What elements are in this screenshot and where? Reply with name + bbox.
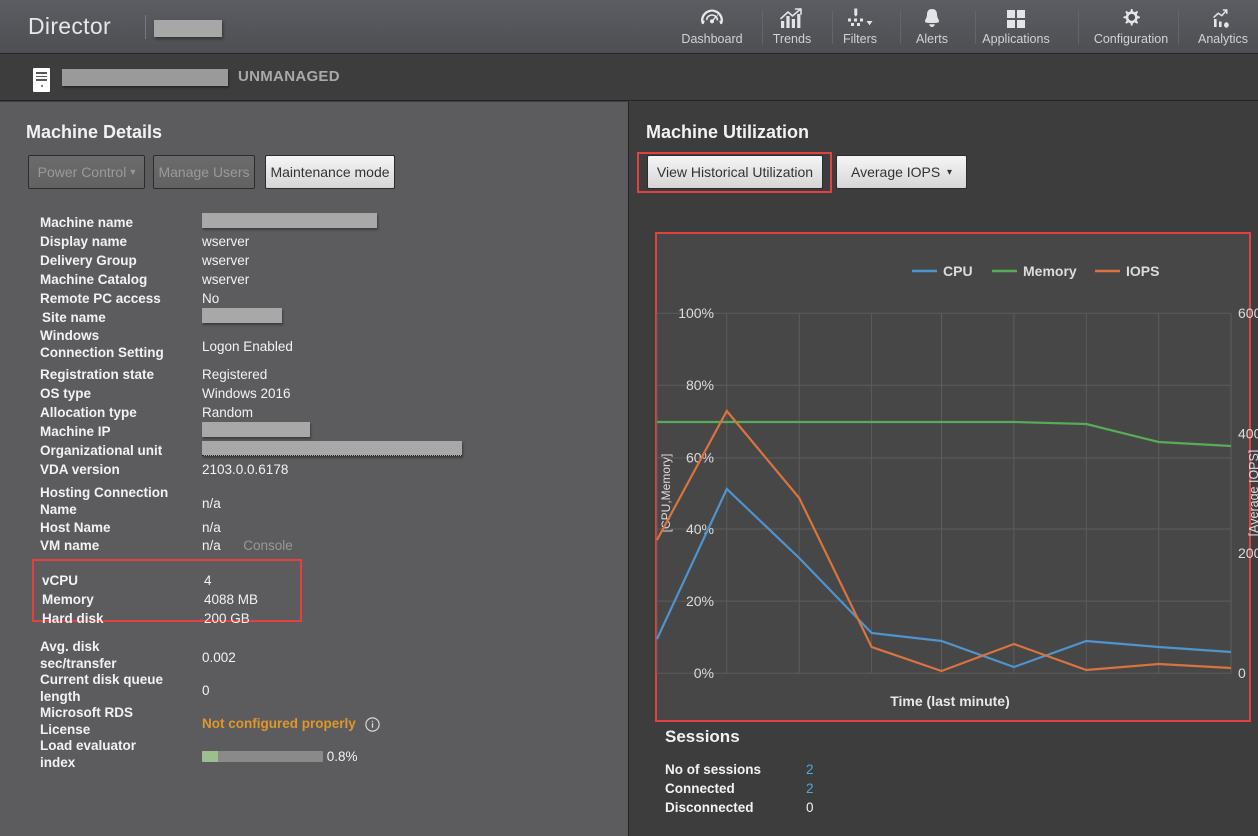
svg-text:Time (last minute): Time (last minute): [890, 693, 1010, 709]
svg-text:400: 400: [1238, 426, 1258, 442]
svg-text:IOPS: IOPS: [1126, 263, 1159, 279]
svg-text:CPU: CPU: [943, 263, 973, 279]
svg-text:[Average IOPS]: [Average IOPS]: [1247, 450, 1258, 537]
svg-text:20%: 20%: [686, 593, 714, 609]
svg-text:600: 600: [1238, 305, 1258, 321]
svg-text:0%: 0%: [694, 665, 714, 681]
svg-text:100%: 100%: [678, 305, 714, 321]
svg-text:60%: 60%: [686, 450, 714, 466]
svg-text:80%: 80%: [686, 377, 714, 393]
svg-text:[CPU,Memory]: [CPU,Memory]: [659, 454, 673, 533]
svg-text:0: 0: [1238, 665, 1246, 681]
svg-text:Memory: Memory: [1023, 263, 1077, 279]
svg-text:200: 200: [1238, 545, 1258, 561]
